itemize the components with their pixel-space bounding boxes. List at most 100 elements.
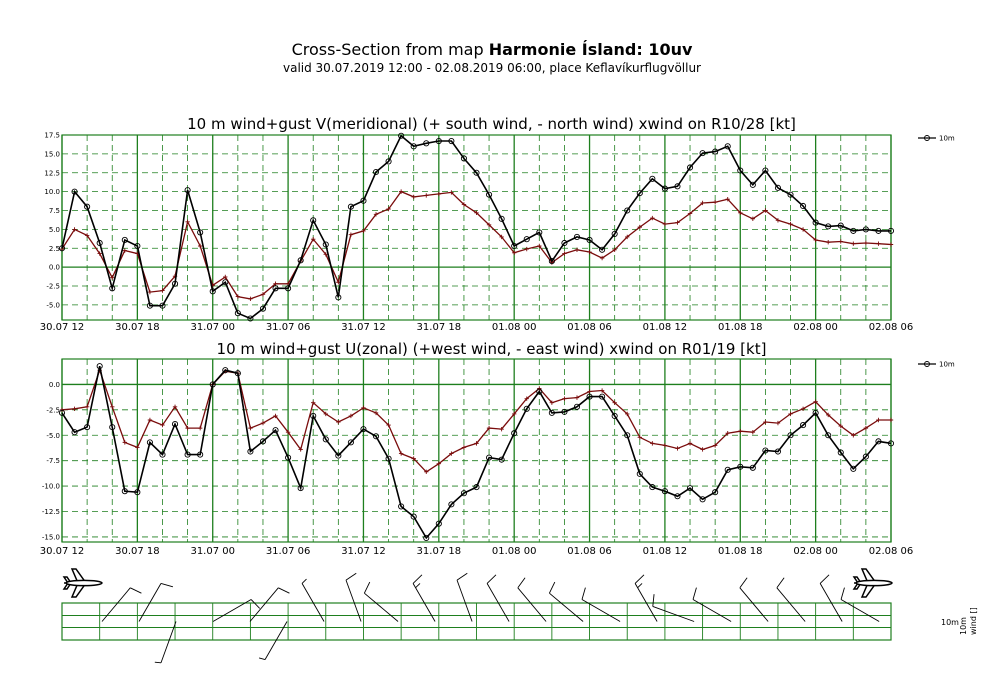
gust-point (311, 237, 316, 242)
wind-point (498, 456, 505, 463)
gust-point (147, 289, 153, 295)
wind-point (661, 185, 668, 192)
wind-barb-shaft (301, 583, 325, 622)
wind-point (448, 501, 455, 508)
wind-barb (776, 577, 806, 622)
wind-point (561, 408, 568, 415)
gust-point (825, 240, 831, 245)
gust-point (84, 404, 90, 409)
wind-point (297, 485, 304, 492)
gust-point (172, 404, 178, 409)
wind-point (812, 409, 819, 416)
gust-point (499, 426, 504, 432)
wind-point (335, 294, 342, 301)
gust-point (800, 406, 806, 412)
gust-point (260, 420, 266, 426)
gust-point (612, 400, 617, 405)
main-title-prefix: Cross-Section from map (291, 40, 489, 59)
wind-legend-line: wind [] (969, 607, 978, 635)
y-tick-label: 5.0 (49, 226, 60, 234)
x-tick-label: 30.07 18 (115, 322, 160, 333)
wind-legend-line: 10m (959, 617, 968, 635)
wind-point (171, 421, 179, 428)
gust-point (549, 400, 555, 405)
x-tick-label: 01.08 06 (567, 546, 612, 557)
gust-point (424, 193, 429, 198)
gust-point (775, 218, 781, 223)
wind-barb-half-feather (415, 583, 421, 589)
wind-barb (581, 587, 621, 622)
x-tick-label: 31.07 18 (417, 546, 462, 557)
gust-point (386, 206, 391, 212)
wind-point (272, 285, 279, 292)
wind-point (486, 191, 493, 198)
wind-point (774, 184, 782, 191)
wind-barb (345, 572, 362, 622)
gust-point (474, 441, 479, 446)
wind-point (171, 280, 179, 287)
wind-barb (101, 587, 142, 622)
x-tick-label: 30.07 18 (115, 546, 160, 557)
wind-barb-feather (840, 587, 845, 600)
gust-point (876, 241, 881, 246)
wind-barb (249, 587, 290, 622)
wind-series-line (61, 365, 892, 540)
wind-barb-shaft (840, 599, 880, 622)
gust-point (738, 210, 743, 215)
wind-barb (258, 621, 288, 661)
wind-point (146, 302, 153, 309)
wind-point (347, 203, 354, 210)
gust-point (461, 202, 467, 207)
wind-point (624, 207, 631, 214)
gust-point (160, 288, 165, 293)
panel-title: 10 m wind+gust V(meridional) (+ south wi… (187, 115, 796, 133)
gust-point (625, 234, 630, 240)
y-tick-label: 0.0 (49, 381, 60, 389)
gust-point (599, 255, 605, 261)
x-tick-label: 30.07 12 (40, 546, 85, 557)
wind-point (862, 453, 869, 460)
gust-point (738, 428, 743, 434)
y-tick-label: -10.0 (42, 483, 60, 491)
wind-point (347, 439, 354, 446)
wind-point (272, 427, 279, 434)
wind-point (850, 465, 857, 472)
x-tick-label: 01.08 12 (643, 322, 688, 333)
wind-barb-shaft (456, 579, 473, 622)
wind-barb (212, 599, 261, 622)
wind-barb (652, 594, 695, 622)
wind-point (774, 448, 782, 455)
wind-legend-left: 10m (941, 618, 959, 627)
x-tick-label: 01.08 12 (643, 546, 688, 557)
wind-point (96, 239, 103, 247)
wind-point (699, 496, 706, 503)
wind-point (448, 137, 455, 145)
wind-point (460, 155, 467, 162)
x-tick-label: 31.07 00 (190, 546, 235, 557)
gust-point (712, 443, 718, 448)
wind-point (762, 167, 769, 174)
wind-point (259, 438, 267, 445)
y-tick-label: 10.0 (44, 188, 60, 196)
gust-point (486, 222, 492, 228)
wind-barb-shaft (652, 606, 695, 622)
gust-point (197, 425, 203, 431)
gust-point (637, 224, 642, 230)
wind-point (862, 226, 869, 233)
wind-point (423, 534, 430, 541)
wind-point (586, 393, 593, 400)
x-tick-label: 01.08 00 (492, 546, 537, 557)
gust-point (348, 232, 354, 237)
wind-barb-feather (652, 594, 655, 607)
wind-point (825, 223, 832, 230)
wind-point (398, 503, 405, 510)
wind-point (285, 285, 292, 292)
wind-barb-shaft (776, 587, 806, 622)
gust-point (323, 411, 328, 417)
gust-point (851, 241, 856, 246)
gust-point (424, 469, 429, 475)
wind-barb-feather (776, 577, 785, 589)
gust-point (511, 411, 517, 417)
gust-point (725, 196, 730, 202)
wind-point (649, 484, 656, 491)
